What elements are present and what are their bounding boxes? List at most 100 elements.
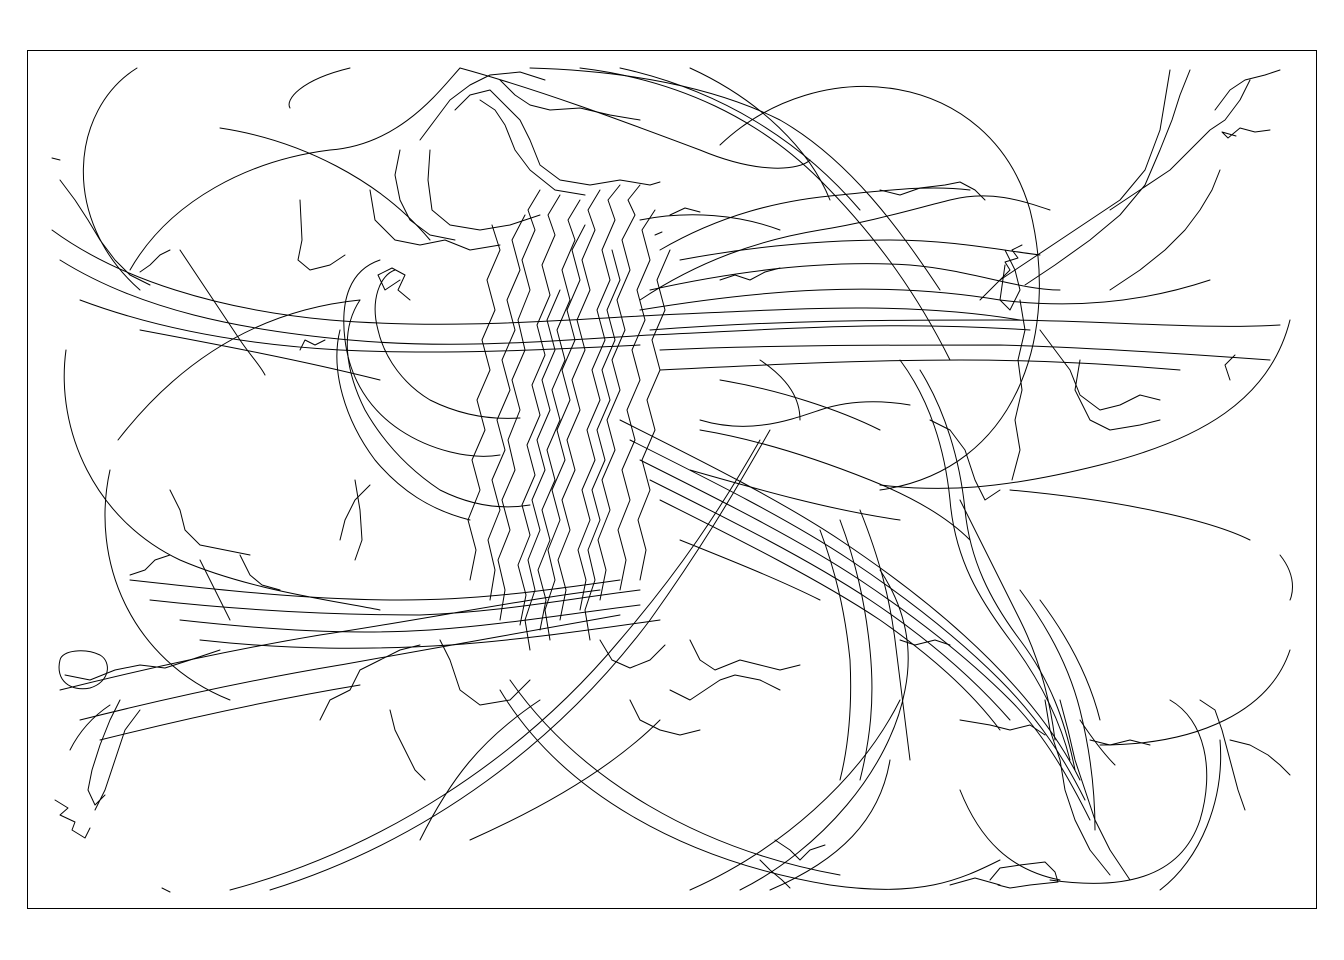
swirl-stroke [499,79,641,121]
loop-stroke [64,649,221,681]
jagged-stroke [389,709,426,781]
jagged-stroke [1229,739,1291,776]
arc-stroke [1049,699,1208,884]
jagged-stroke [1221,127,1271,139]
jagged-stroke [1199,699,1246,811]
jagged-stroke [584,249,621,641]
band-stroke [129,579,621,601]
jagged-stroke [537,199,581,631]
canvas-frame [27,50,1317,909]
jagged-stroke [69,704,111,751]
flow-stroke [699,401,911,427]
flow-stroke [654,231,663,236]
flow-stroke [639,195,1051,301]
arc-stroke [739,569,909,891]
arc-stroke [1099,649,1291,746]
jagged-stroke [161,887,171,893]
arc-stroke [719,85,1040,491]
flow-stroke [1039,599,1101,721]
jagged-stroke [577,184,621,611]
jagged-stroke [517,194,561,626]
band-stroke [649,319,1281,331]
swirl-stroke [297,199,346,271]
jagged-stroke [1224,354,1236,381]
band-stroke [659,359,1181,371]
flow-stroke [719,379,881,431]
jagged-stroke [354,479,363,561]
jagged-stroke [51,157,61,161]
jagged-stroke [599,639,666,669]
jagged-stroke [439,639,531,706]
band-stroke [639,279,1211,311]
flow-stroke [619,419,1081,781]
band-stroke [149,589,641,616]
flow-stroke [839,519,873,781]
sweep-stroke [619,67,861,211]
flow-stroke [699,429,971,541]
flow-stroke [819,529,852,781]
jagged-stroke [629,699,701,736]
band-stroke [79,299,641,353]
jagged-stroke [557,189,601,621]
jagged-stroke [1044,699,1111,876]
swirl-stroke [346,299,531,508]
jagged-stroke [87,699,121,806]
swirl-stroke [479,99,586,196]
arc-stroke [499,689,1001,890]
band-stroke [59,259,1031,345]
arc-stroke [104,469,231,701]
jagged-stroke [1089,739,1151,746]
jagged-stroke [467,224,501,581]
jagged-stroke [179,249,266,376]
swirl-stroke [419,71,546,141]
swirl-stroke [336,329,471,521]
jagged-stroke [759,859,791,889]
flow-stroke [659,499,1001,731]
swirl-stroke [427,149,541,231]
line-art [51,67,1293,893]
flow-stroke [959,499,1056,741]
jagged-stroke [999,249,1021,311]
band-stroke [99,684,361,741]
jagged-stroke [139,249,171,273]
band-stroke [649,263,1061,291]
jagged-stroke [169,489,251,556]
jagged-stroke [1109,79,1251,211]
jagged-stroke [339,484,371,541]
jagged-stroke [319,644,421,721]
flow-stroke [669,207,701,216]
band-stroke [679,239,1041,261]
flow-stroke [639,214,781,231]
swirl-stroke [343,259,501,457]
jagged-stroke [497,189,541,621]
band-stroke [179,604,641,633]
swirl-stroke [394,149,456,241]
jagged-stroke [637,249,671,581]
arc-stroke [419,699,541,841]
jagged-stroke [524,289,561,651]
jagged-stroke [689,639,801,671]
arc-stroke [469,719,661,841]
jagged-stroke [299,339,326,351]
arc-stroke [269,429,771,891]
jagged-stroke [774,839,826,861]
jagged-stroke [1109,169,1221,291]
sweep-stroke [219,127,431,241]
arc-stroke [1159,739,1222,891]
jagged-stroke [59,179,151,286]
jagged-stroke [597,184,641,601]
jagged-stroke [94,709,141,811]
flow-stroke [899,359,1071,761]
flow-stroke [919,369,1076,771]
jagged-stroke [617,209,656,591]
jagged-stroke [239,554,281,591]
sweep-stroke [689,67,831,201]
arc-stroke [689,699,901,891]
flow-stroke [1019,589,1096,831]
flow-stroke [649,181,661,186]
sweep-stroke [529,67,941,291]
flow-stroke [759,359,801,421]
jagged-stroke [1214,69,1281,111]
flow-stroke [639,459,1091,821]
